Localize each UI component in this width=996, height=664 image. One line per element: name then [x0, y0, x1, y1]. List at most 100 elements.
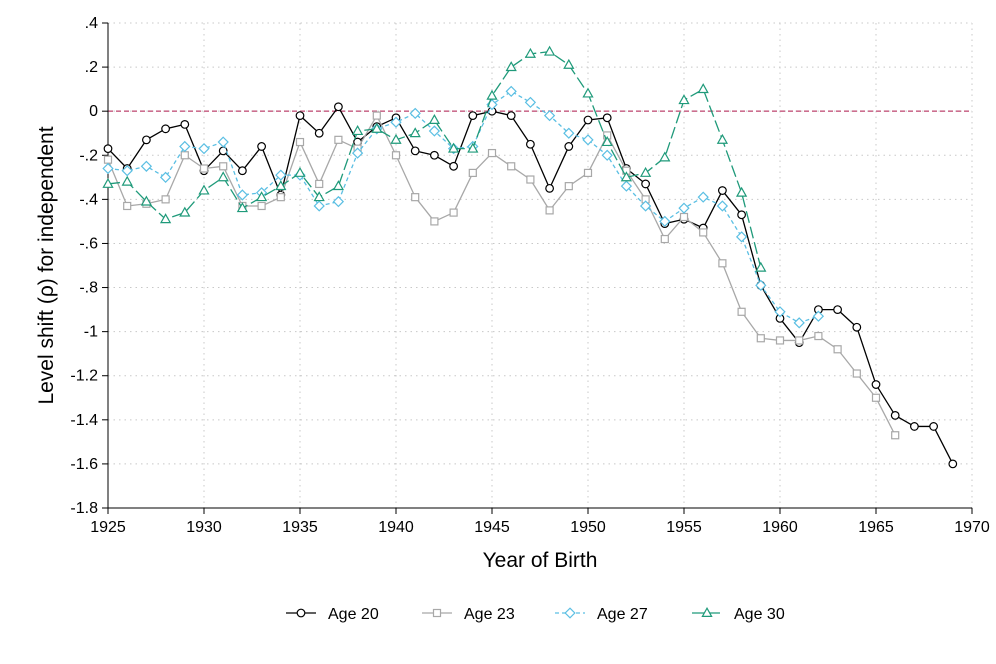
data-point [217, 171, 229, 182]
data-point [697, 83, 709, 94]
y-axis-title: Level shift (ρ) for independent [35, 126, 58, 404]
y-tick-label: 0 [89, 103, 98, 120]
data-point [409, 107, 421, 120]
data-point [526, 139, 535, 149]
data-point [641, 179, 650, 189]
data-point [545, 183, 554, 193]
series-group [102, 45, 958, 469]
data-point [735, 186, 748, 197]
data-point [161, 124, 171, 134]
data-point [639, 200, 652, 212]
data-point [313, 200, 325, 212]
data-point [737, 307, 746, 316]
data-point [198, 184, 210, 195]
data-point [103, 155, 113, 164]
data-point [257, 201, 266, 211]
data-point [161, 195, 170, 204]
data-point [718, 259, 727, 268]
data-point [180, 151, 189, 160]
data-point [468, 111, 478, 120]
data-point [199, 164, 209, 173]
x-tick-label: 1955 [666, 519, 702, 536]
legend-label: Age 27 [597, 606, 648, 623]
data-point [159, 213, 172, 224]
data-point [564, 182, 573, 191]
data-point [507, 162, 516, 171]
data-point [718, 186, 727, 195]
y-tick-label: -.6 [79, 235, 98, 252]
data-point [659, 215, 671, 228]
legend-label: Age 30 [734, 606, 785, 623]
data-point [332, 195, 345, 208]
data-point [659, 151, 671, 162]
legend-label: Age 20 [328, 606, 379, 623]
data-point [583, 168, 593, 178]
data-point [526, 175, 535, 184]
data-point [334, 135, 343, 144]
data-point [660, 234, 669, 244]
data-point [852, 369, 861, 378]
data-point [428, 125, 441, 137]
y-tick-label: -1.4 [70, 412, 98, 429]
x-tick-label: 1960 [762, 519, 798, 536]
data-point [295, 111, 305, 120]
y-tick-label: -1.6 [70, 456, 98, 473]
data-point [563, 127, 575, 139]
data-point [430, 217, 439, 226]
data-point [678, 94, 690, 105]
x-tick-label: 1935 [282, 519, 318, 536]
data-point [372, 111, 381, 120]
y-tick-label: -.8 [79, 280, 98, 297]
data-point [276, 193, 285, 202]
data-point [447, 142, 460, 153]
axes: .4 .2 0 -.2 -.4 -.6 -.8 -1 -1.2 -1.4 -1.6 -1.8 1925 1… [70, 15, 989, 536]
series-line [107, 51, 762, 268]
data-point [449, 208, 458, 217]
data-point [505, 85, 517, 97]
y-tick-label: -1.8 [70, 500, 98, 517]
legend-label: Age 23 [464, 606, 515, 623]
x-tick-label: 1930 [186, 519, 222, 536]
data-point [524, 47, 537, 58]
series-age-20 [103, 102, 958, 469]
data-point [102, 162, 114, 175]
data-point [371, 122, 383, 133]
data-point [391, 151, 401, 160]
data-point [159, 171, 172, 183]
data-point [620, 180, 633, 192]
data-point [121, 175, 133, 186]
y-tick-label: -.2 [79, 147, 98, 164]
data-point [123, 201, 132, 211]
data-point [487, 148, 497, 158]
y-tick-label: .2 [85, 59, 98, 76]
legend-item-age-23: Age 23 [422, 606, 515, 623]
data-point [313, 191, 325, 202]
data-point [716, 133, 729, 144]
data-point [390, 133, 402, 144]
data-point [102, 177, 114, 188]
data-point [257, 142, 267, 151]
y-tick-label: -1.2 [70, 368, 98, 385]
data-point [543, 109, 556, 122]
data-point [410, 146, 420, 156]
data-point [601, 136, 613, 147]
data-point [582, 87, 594, 98]
data-point [121, 165, 133, 177]
series-age-27 [102, 85, 825, 329]
x-tick-label: 1970 [954, 519, 990, 536]
data-point [890, 411, 900, 420]
data-point [756, 334, 765, 343]
data-point [428, 113, 441, 125]
data-point [409, 127, 421, 138]
data-point [275, 180, 287, 191]
data-point [141, 135, 151, 145]
x-tick-label: 1945 [474, 519, 510, 536]
legend-marker [701, 606, 713, 618]
data-point [332, 180, 345, 191]
data-point [275, 169, 287, 181]
legend-item-age-27: Age 27 [555, 606, 648, 623]
data-point [735, 231, 748, 243]
x-tick-label: 1950 [570, 519, 606, 536]
data-point [351, 147, 364, 159]
